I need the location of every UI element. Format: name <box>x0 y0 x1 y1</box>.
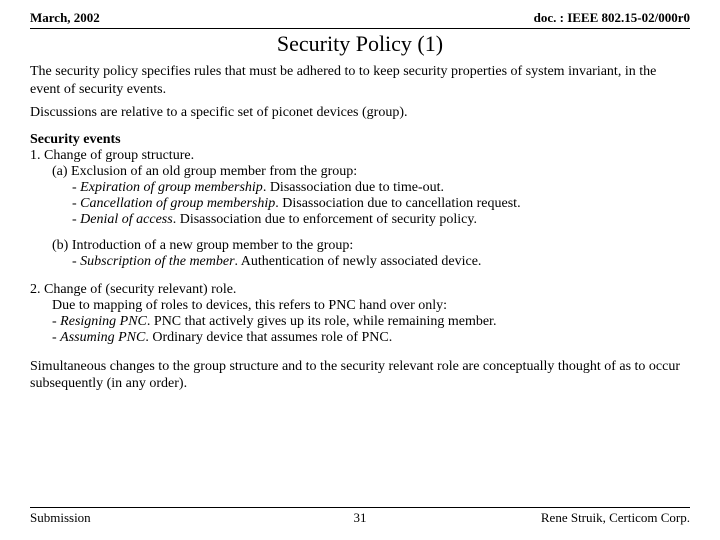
list-item-2: 2. Change of (security relevant) role. <box>30 282 690 298</box>
list-item-1a: (a) Exclusion of an old group member fro… <box>52 164 690 180</box>
footer-page-number: 31 <box>30 510 690 526</box>
term-resigning: Resigning PNC <box>60 314 147 329</box>
desc-cancellation: . Disassociation due to cancellation req… <box>275 196 520 211</box>
list-item-1a-1: - Expiration of group membership. Disass… <box>72 180 690 196</box>
intro-paragraph-1: The security policy specifies rules that… <box>30 63 690 98</box>
list-item-1b-1: - Subscription of the member. Authentica… <box>72 254 690 270</box>
term-assuming: Assuming PNC <box>60 330 145 345</box>
list-item-2-2: - Assuming PNC. Ordinary device that ass… <box>52 330 690 346</box>
list-item-1b: (b) Introduction of a new group member t… <box>52 238 690 254</box>
term-denial: Denial of access <box>80 212 173 227</box>
desc-denial: . Disassociation due to enforcement of s… <box>173 212 477 227</box>
header-docnum: doc. : IEEE 802.15-02/000r0 <box>534 10 690 26</box>
desc-subscription: . Authentication of newly associated dev… <box>235 254 482 269</box>
desc-expiration: . Disassociation due to time-out. <box>263 180 444 195</box>
list-item-1: 1. Change of group structure. <box>30 148 690 164</box>
term-cancellation: Cancellation of group membership <box>80 196 275 211</box>
list-item-2-explain: Due to mapping of roles to devices, this… <box>52 298 690 314</box>
desc-assuming: . Ordinary device that assumes role of P… <box>145 330 392 345</box>
list-item-1a-3: - Denial of access. Disassociation due t… <box>72 212 690 228</box>
closing-paragraph: Simultaneous changes to the group struct… <box>30 358 690 393</box>
desc-resigning: . PNC that actively gives up its role, w… <box>147 314 497 329</box>
list-item-2-1: - Resigning PNC. PNC that actively gives… <box>52 314 690 330</box>
term-expiration: Expiration of group membership <box>80 180 263 195</box>
security-events-heading: Security events <box>30 132 690 148</box>
header-date: March, 2002 <box>30 10 100 26</box>
slide-title: Security Policy (1) <box>30 31 690 57</box>
list-item-1a-2: - Cancellation of group membership. Disa… <box>72 196 690 212</box>
term-subscription: Subscription of the member <box>80 254 234 269</box>
footer-row: Submission 31 Rene Struik, Certicom Corp… <box>30 507 690 526</box>
intro-paragraph-2: Discussions are relative to a specific s… <box>30 104 690 122</box>
header-row: March, 2002 doc. : IEEE 802.15-02/000r0 <box>30 10 690 29</box>
